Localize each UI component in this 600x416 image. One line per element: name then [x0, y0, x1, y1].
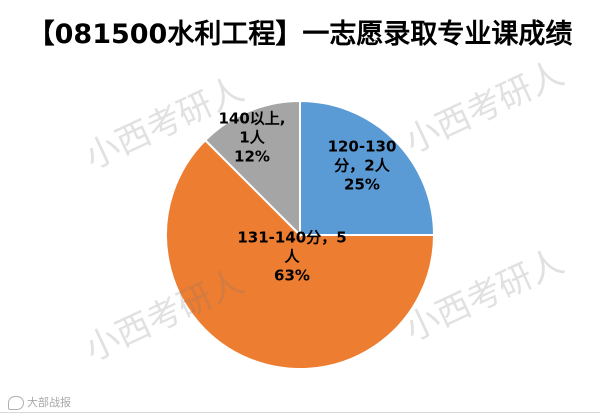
bottom-divider [0, 412, 600, 413]
slice-label-0-line-0: 120-130 [328, 138, 397, 156]
slice-label-2-line-1: 1人 [239, 129, 265, 147]
slice-label-2-line-0: 140以上, [218, 110, 285, 128]
footer-brand: 大部战报 [8, 394, 71, 410]
chart-title: 【081500水利工程】一志愿录取专业课成绩 [27, 19, 573, 50]
slice-label-1-line-2: 63% [274, 267, 310, 285]
slice-label-0-line-1: 分，2人 [334, 157, 390, 175]
pie-slice-0 [299, 99, 436, 236]
pie-slice-1 [165, 138, 436, 370]
slice-label-1-line-0: 131-140分，5 [237, 229, 346, 247]
footer-brand-text: 大部战报 [27, 396, 71, 409]
pie-slice-2 [203, 99, 301, 238]
slice-label-2-line-2: 12% [234, 148, 270, 166]
slice-label-1-line-1: 人 [284, 248, 300, 266]
chat-logo-icon [8, 396, 24, 410]
slice-label-0-line-2: 25% [344, 176, 380, 194]
